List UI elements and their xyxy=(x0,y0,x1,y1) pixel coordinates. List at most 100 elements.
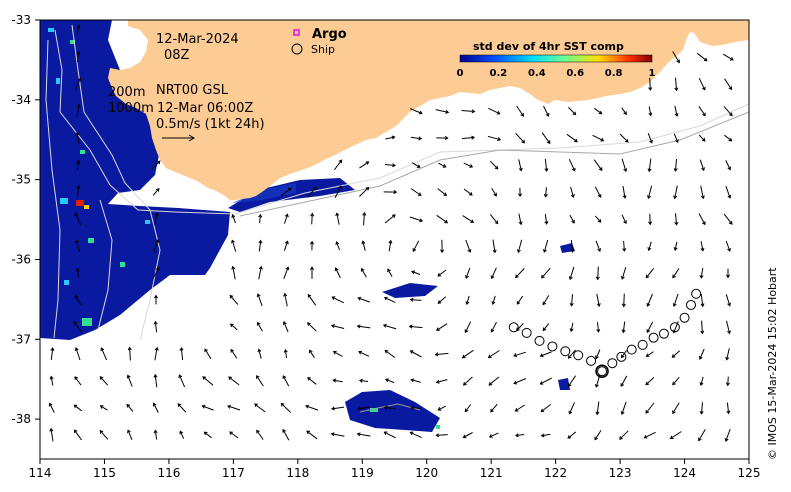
current-vector xyxy=(594,107,602,115)
ship-legend-marker xyxy=(291,43,303,55)
current-vector-head xyxy=(383,431,388,435)
current-vector-head xyxy=(600,137,605,142)
current-vector-head xyxy=(73,429,78,434)
current-vector xyxy=(282,375,290,387)
current-vector xyxy=(701,320,703,334)
current-vector xyxy=(568,349,576,359)
current-vector xyxy=(99,430,109,440)
current-vector xyxy=(336,213,340,225)
current-vector-head xyxy=(313,186,317,191)
current-vector xyxy=(461,136,475,140)
current-vector-head xyxy=(283,292,288,297)
current-vector xyxy=(463,432,473,438)
colorbar-tick-label: 0.2 xyxy=(490,68,508,79)
current-vector xyxy=(280,187,292,197)
current-vector xyxy=(99,376,109,386)
current-vector-head xyxy=(330,406,335,411)
current-vector xyxy=(232,266,236,280)
current-vector-head xyxy=(494,165,499,170)
current-vector-head xyxy=(257,348,262,353)
current-vector xyxy=(621,401,627,415)
current-vector xyxy=(230,323,238,331)
current-vector-head xyxy=(490,408,494,413)
current-vector xyxy=(463,376,473,386)
current-vector xyxy=(204,348,212,360)
current-vector xyxy=(154,213,158,225)
current-vector-head xyxy=(437,407,442,411)
current-vector xyxy=(647,185,653,199)
current-vector xyxy=(50,428,54,442)
colorbar-tick-label: 0.4 xyxy=(528,68,546,79)
current-vector-head xyxy=(307,322,311,326)
current-vector xyxy=(516,105,524,117)
current-vector-head xyxy=(570,194,575,198)
current-vector-head xyxy=(416,164,421,168)
current-vector-head xyxy=(571,219,575,224)
current-vector xyxy=(545,187,547,197)
current-vector-head xyxy=(127,429,131,434)
current-vector xyxy=(74,295,82,305)
ship-position xyxy=(616,351,627,362)
current-vector-head xyxy=(672,381,676,386)
current-vector-head xyxy=(75,267,80,272)
current-vector xyxy=(256,430,264,440)
current-vector-head xyxy=(99,405,104,409)
contour-200m-label: 200m xyxy=(108,85,145,100)
current-vector-head xyxy=(365,186,370,191)
current-vector-head xyxy=(258,265,263,270)
current-vector xyxy=(594,215,602,223)
ship-position xyxy=(534,335,545,346)
current-vector-head xyxy=(698,437,702,442)
current-vector xyxy=(465,239,471,253)
current-vector-head xyxy=(700,303,705,308)
current-vector xyxy=(645,267,655,279)
current-vector xyxy=(516,295,524,305)
hour-label: 08Z xyxy=(164,48,190,63)
current-vector xyxy=(569,214,575,224)
ship-position xyxy=(597,366,608,377)
current-vector-head xyxy=(383,296,388,301)
current-vector-head xyxy=(305,404,310,409)
current-vector-head xyxy=(282,375,287,379)
current-vector xyxy=(410,188,422,196)
current-vector-head xyxy=(598,110,603,115)
current-vector xyxy=(672,402,680,414)
current-vector xyxy=(73,321,83,333)
current-vector xyxy=(726,320,730,334)
current-vector-head xyxy=(569,328,574,333)
lon-tick-label: 114 xyxy=(29,466,52,480)
current-vector xyxy=(698,134,706,142)
current-vector xyxy=(228,376,240,386)
current-vector-head xyxy=(332,378,337,383)
current-vector-head xyxy=(231,239,235,244)
current-vector xyxy=(488,107,500,115)
current-vector-head xyxy=(648,221,653,226)
current-vector-head xyxy=(338,185,342,190)
current-vector-head xyxy=(701,137,706,142)
current-vector-head xyxy=(703,57,708,62)
bathymetry-contours xyxy=(45,24,749,413)
current-vector-head xyxy=(517,193,523,198)
current-vector-head xyxy=(491,301,496,306)
current-vector-head xyxy=(435,433,440,438)
current-vector-head xyxy=(384,349,389,354)
current-vector xyxy=(699,348,705,360)
current-vector xyxy=(566,133,578,143)
current-vector xyxy=(725,428,731,442)
current-vector xyxy=(154,374,158,388)
current-vector xyxy=(258,266,262,280)
current-vector-head xyxy=(358,350,363,355)
ship-current-position xyxy=(595,364,609,378)
current-vector xyxy=(463,162,473,168)
current-vector xyxy=(436,323,448,331)
current-vector-head xyxy=(597,219,602,223)
current-vector-head xyxy=(74,347,79,352)
current-vector-head xyxy=(362,211,367,216)
current-vector-head xyxy=(518,221,523,226)
current-vector xyxy=(672,376,680,386)
lon-tick-label: 119 xyxy=(351,466,374,480)
current-vector xyxy=(593,159,603,171)
current-vector xyxy=(674,185,678,199)
current-vector xyxy=(597,322,599,332)
current-vector xyxy=(518,213,522,225)
